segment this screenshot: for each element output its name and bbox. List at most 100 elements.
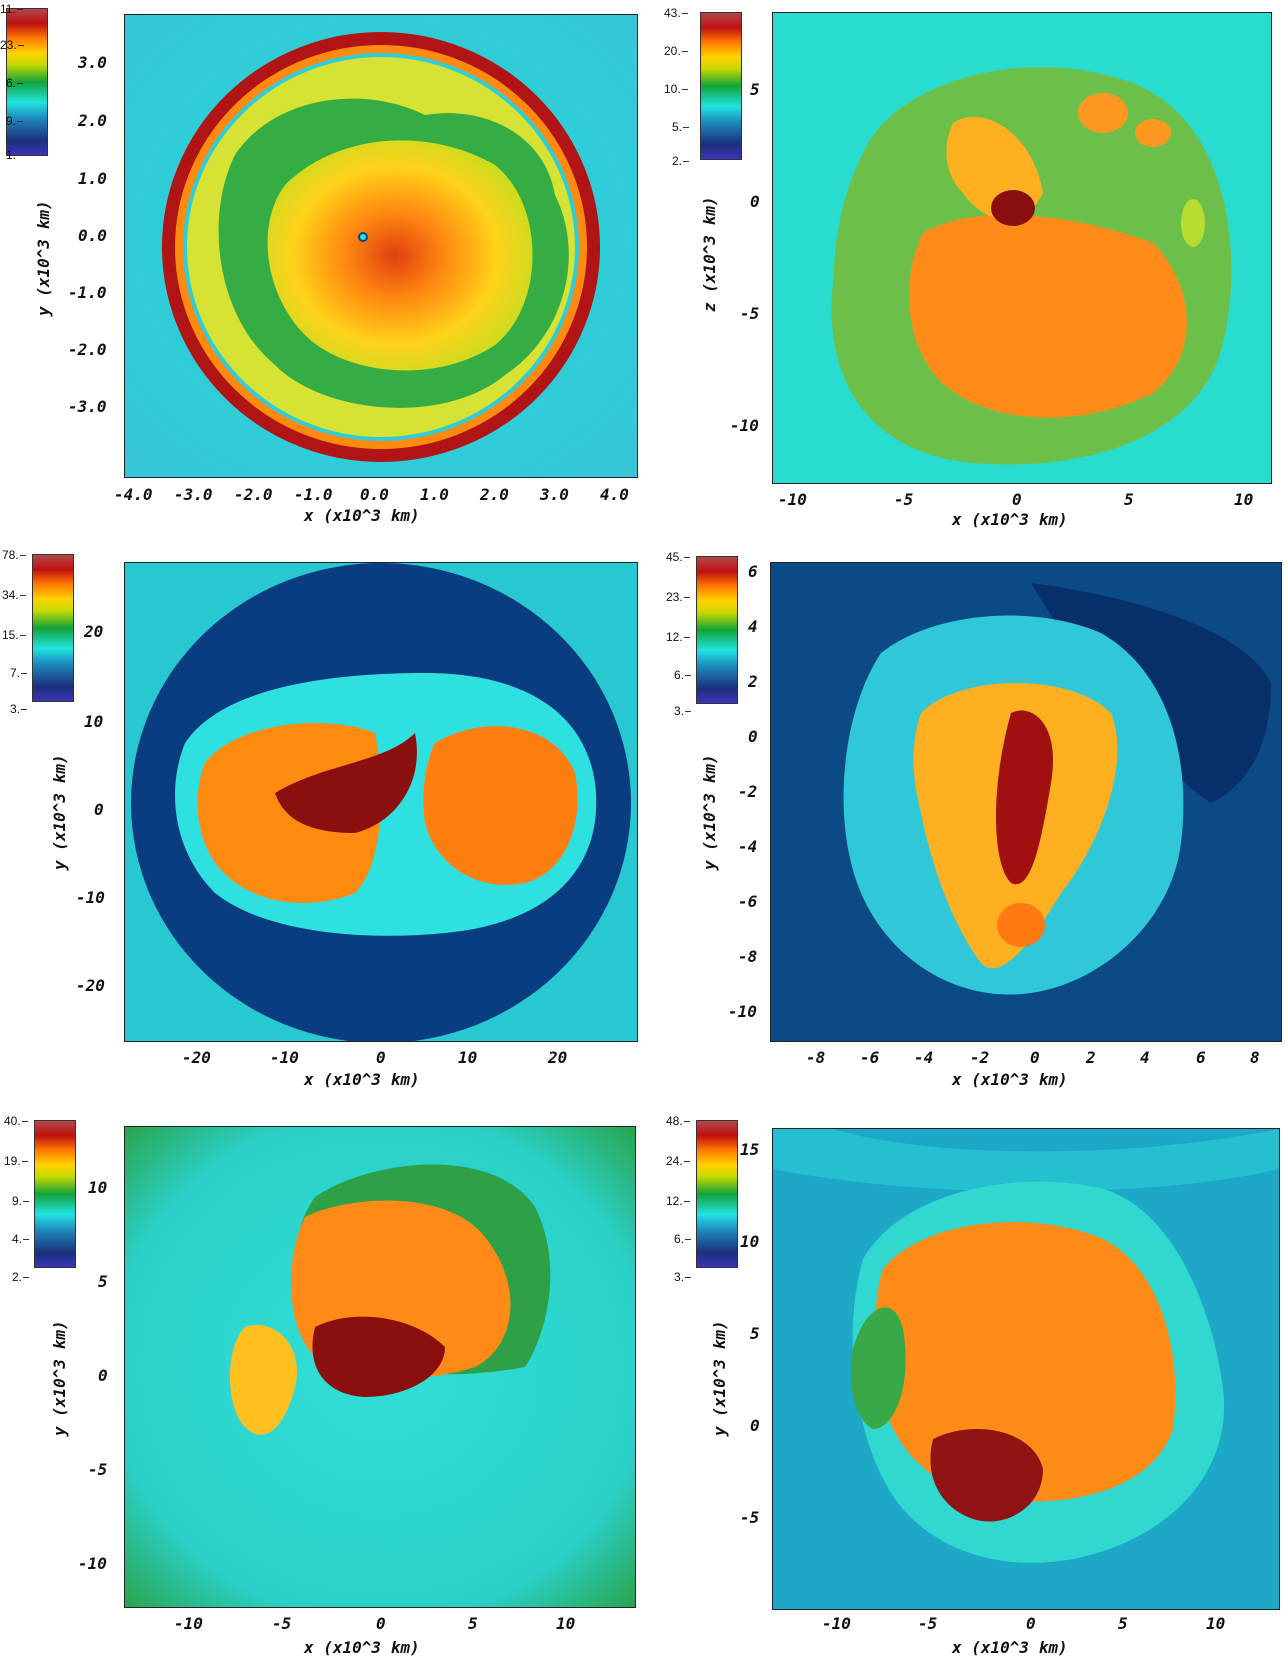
colorbar-2-tick: 5. — [672, 120, 690, 134]
colorbar-4-tick: 3. — [674, 704, 692, 718]
x-axis-label: x (x10^3 km) — [304, 506, 420, 525]
simulation-image-1 — [124, 14, 638, 478]
y-tick: -5 — [740, 304, 760, 323]
y-tick: 0 — [98, 1366, 108, 1385]
y-tick: -1.0 — [68, 283, 107, 302]
y-tick: 10 — [88, 1178, 108, 1197]
x-tick: 4.0 — [600, 485, 629, 504]
x-tick: 0 — [1012, 490, 1022, 509]
colorbar-6-tick: 6. — [674, 1232, 692, 1246]
simulation-image-2 — [772, 12, 1272, 484]
colorbar-5-tick: 4. — [12, 1232, 30, 1246]
y-tick: 2 — [748, 672, 758, 691]
y-tick: -5 — [740, 1508, 760, 1527]
x-tick: -8 — [806, 1048, 826, 1067]
colorbar-4-tick: 45. — [666, 550, 690, 564]
x-tick: 0 — [1030, 1048, 1040, 1067]
colorbar-6 — [696, 1120, 738, 1268]
x-tick: 5 — [468, 1614, 478, 1633]
simulation-image-3 — [124, 562, 638, 1042]
x-tick: 3.0 — [540, 485, 569, 504]
colorbar-2-tick: 20. — [664, 44, 688, 58]
colorbar-4-tick: 6. — [674, 668, 692, 682]
y-axis-label: y (x10^3 km) — [710, 1320, 729, 1436]
y-tick: -8 — [738, 947, 758, 966]
y-tick: -10 — [76, 888, 105, 907]
x-tick: 5 — [1124, 490, 1134, 509]
y-tick: 10 — [740, 1232, 760, 1251]
z-axis-label: z (x10^3 km) — [700, 196, 719, 312]
colorbar-5-tick: 9. — [12, 1194, 30, 1208]
x-tick: 4 — [1140, 1048, 1150, 1067]
colorbar-2-tick: 43. — [664, 6, 688, 20]
x-tick: 0 — [1026, 1614, 1036, 1633]
x-tick: -5 — [894, 490, 914, 509]
x-axis-label: x (x10^3 km) — [304, 1070, 420, 1089]
x-tick: -10 — [270, 1048, 299, 1067]
colorbar-1-tick: 11. — [0, 2, 23, 16]
y-tick: 5 — [750, 80, 760, 99]
x-axis-label: x (x10^3 km) — [952, 510, 1068, 529]
y-tick: -20 — [76, 976, 105, 995]
y-tick: 0 — [94, 800, 104, 819]
x-tick: 0.0 — [360, 485, 389, 504]
x-tick: 10 — [556, 1614, 576, 1633]
y-tick: 20 — [84, 622, 104, 641]
x-axis-label: x (x10^3 km) — [952, 1638, 1068, 1657]
y-tick: 0 — [748, 727, 758, 746]
colorbar-1-tick: 1. — [6, 148, 24, 162]
colorbar-2-tick: 10. — [664, 82, 688, 96]
y-tick: 1.0 — [78, 169, 107, 188]
y-tick: 0 — [750, 1416, 760, 1435]
colorbar-2 — [700, 12, 742, 160]
colorbar-3-tick: 34. — [2, 588, 26, 602]
colorbar-4-tick: 23. — [666, 590, 690, 604]
x-tick: -20 — [182, 1048, 211, 1067]
x-tick: -4.0 — [114, 485, 153, 504]
simulation-image-5 — [124, 1126, 636, 1608]
x-tick: 2.0 — [480, 485, 509, 504]
x-tick: -4 — [914, 1048, 934, 1067]
y-tick: 6 — [748, 562, 758, 581]
x-tick: 10 — [1206, 1614, 1226, 1633]
y-tick: 5 — [750, 1324, 760, 1343]
y-tick: -10 — [78, 1554, 107, 1573]
y-axis-label: y (x10^3 km) — [700, 754, 719, 870]
x-tick: 2 — [1086, 1048, 1096, 1067]
y-tick: -10 — [730, 416, 759, 435]
x-tick: -6 — [860, 1048, 880, 1067]
y-tick: -10 — [728, 1002, 757, 1021]
colorbar-6-tick: 12. — [666, 1194, 690, 1208]
y-tick: 5 — [98, 1272, 108, 1291]
x-tick: 0 — [376, 1614, 386, 1633]
y-tick: 0 — [750, 192, 760, 211]
colorbar-3-tick: 15. — [2, 628, 26, 642]
x-tick: 10 — [1234, 490, 1254, 509]
colorbar-5-tick: 40. — [4, 1114, 28, 1128]
colorbar-5 — [34, 1120, 76, 1268]
colorbar-6-tick: 24. — [666, 1154, 690, 1168]
y-tick: 0.0 — [78, 226, 107, 245]
x-tick: 20 — [548, 1048, 568, 1067]
x-tick: -5 — [272, 1614, 292, 1633]
x-tick: -10 — [174, 1614, 203, 1633]
y-tick: -2 — [738, 782, 758, 801]
colorbar-5-tick: 19. — [4, 1154, 28, 1168]
x-tick: -1.0 — [294, 485, 333, 504]
y-tick: 10 — [84, 712, 104, 731]
y-tick: -5 — [88, 1460, 108, 1479]
y-tick: -4 — [738, 837, 758, 856]
x-tick: -10 — [778, 490, 807, 509]
x-axis-label: x (x10^3 km) — [952, 1070, 1068, 1089]
y-tick: 2.0 — [78, 111, 107, 130]
x-axis-label: x (x10^3 km) — [304, 1638, 420, 1657]
colorbar-1-tick: 6. — [6, 76, 24, 90]
simulation-image-6 — [772, 1128, 1280, 1610]
colorbar-6-tick: 3. — [674, 1270, 692, 1284]
y-tick: -2.0 — [68, 340, 107, 359]
y-tick: 3.0 — [78, 53, 107, 72]
x-tick: 6 — [1196, 1048, 1206, 1067]
colorbar-4 — [696, 556, 738, 704]
colorbar-3-tick: 3. — [10, 702, 28, 716]
y-axis-label: y (x10^3 km) — [34, 200, 53, 316]
